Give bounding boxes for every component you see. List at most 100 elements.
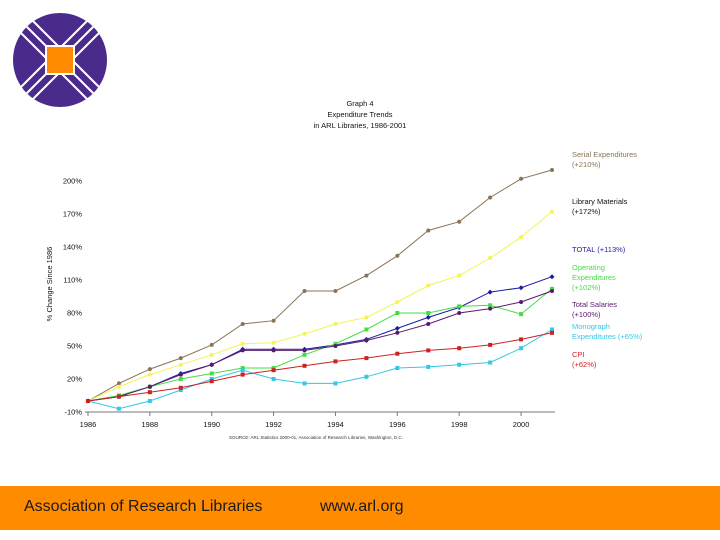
series-line-materials bbox=[87, 211, 553, 402]
footer-stripe bbox=[0, 530, 720, 540]
legend-label: Total Salaries bbox=[572, 300, 617, 309]
legend-label: (+100%) bbox=[572, 310, 601, 319]
data-point bbox=[147, 367, 152, 372]
data-point bbox=[518, 285, 524, 291]
data-point bbox=[426, 311, 431, 315]
x-tick-label: 2000 bbox=[513, 420, 530, 429]
data-point bbox=[178, 362, 183, 367]
data-point bbox=[271, 340, 276, 345]
legend-item-total: TOTAL (+113%) bbox=[572, 245, 626, 254]
data-point bbox=[147, 390, 152, 395]
data-point bbox=[395, 253, 400, 258]
data-point bbox=[240, 348, 245, 353]
legend-item-salaries: Total Salaries(+100%) bbox=[572, 300, 617, 319]
series-serial bbox=[86, 168, 554, 403]
data-point bbox=[550, 209, 554, 214]
data-point bbox=[271, 377, 276, 381]
data-point bbox=[549, 274, 555, 280]
data-point bbox=[488, 303, 493, 308]
data-point bbox=[426, 283, 431, 288]
x-tick-label: 1992 bbox=[265, 420, 282, 429]
data-point bbox=[86, 399, 90, 403]
y-tick-label: 50% bbox=[67, 342, 82, 351]
y-axis-label: % Change Since 1986 bbox=[45, 247, 54, 322]
data-point bbox=[178, 388, 183, 392]
data-point bbox=[364, 327, 369, 332]
series-materials bbox=[86, 209, 554, 403]
legend-label: CPI bbox=[572, 350, 585, 359]
series-line-monograph bbox=[87, 329, 553, 410]
x-tick-label: 1986 bbox=[80, 420, 97, 429]
series-line-salaries bbox=[87, 290, 553, 402]
x-tick-label: 1988 bbox=[142, 420, 159, 429]
footer-org-name: Association of Research Libraries bbox=[24, 498, 263, 515]
data-point bbox=[395, 311, 400, 315]
legend-label: (+102%) bbox=[572, 283, 601, 292]
data-point bbox=[519, 300, 524, 304]
data-point bbox=[333, 381, 338, 386]
footer-website[interactable]: www.arl.org bbox=[320, 498, 404, 515]
data-point bbox=[147, 372, 152, 377]
y-tick-label: 200% bbox=[63, 177, 83, 186]
series-line-total bbox=[87, 276, 553, 402]
data-point bbox=[333, 289, 338, 293]
data-point bbox=[116, 384, 121, 389]
legend-label: Expenditures (+65%) bbox=[572, 332, 643, 341]
data-point bbox=[147, 399, 152, 403]
data-point bbox=[364, 315, 369, 320]
data-point bbox=[426, 228, 431, 233]
data-point bbox=[519, 312, 524, 317]
data-point bbox=[364, 273, 369, 278]
data-point bbox=[488, 256, 493, 260]
footer-bar: Association of Research Libraries www.ar… bbox=[0, 486, 720, 530]
legend-item-cpi: CPI(+62%) bbox=[572, 350, 597, 369]
data-point bbox=[333, 322, 338, 326]
data-point bbox=[116, 394, 121, 399]
legend-label: Serial Expenditures bbox=[572, 150, 637, 159]
data-point bbox=[364, 374, 369, 379]
data-point bbox=[519, 337, 524, 342]
data-point bbox=[426, 322, 431, 326]
legend-label: Library Materials bbox=[572, 197, 628, 206]
data-point bbox=[425, 314, 431, 320]
data-point bbox=[488, 195, 493, 200]
data-point bbox=[271, 368, 276, 373]
data-point bbox=[209, 371, 214, 376]
x-tick-label: 1996 bbox=[389, 420, 406, 429]
chart-title-line-2: Expenditure Trends bbox=[327, 110, 392, 119]
legend: Serial Expenditures(+210%) Library Materi… bbox=[572, 150, 643, 369]
data-point bbox=[209, 379, 214, 384]
legend-label: (+62%) bbox=[572, 360, 597, 369]
series-layer bbox=[85, 168, 555, 411]
data-point bbox=[116, 406, 121, 411]
data-point bbox=[457, 219, 462, 224]
data-point bbox=[178, 377, 183, 381]
data-point bbox=[116, 381, 121, 386]
y-tick-label: -10% bbox=[64, 408, 82, 417]
legend-label: Expenditures bbox=[572, 273, 616, 282]
data-point bbox=[487, 289, 493, 295]
chart-source: SOURCE: ARL Statistics 2000-01, Associat… bbox=[229, 435, 403, 440]
series-line-serial bbox=[87, 169, 553, 402]
y-tick-labels: -10% 20% 50% 80% 110% 140% 170% 200% bbox=[63, 177, 83, 417]
data-point bbox=[488, 360, 493, 365]
series-line-cpi bbox=[87, 332, 553, 402]
series-monograph bbox=[86, 327, 554, 411]
data-point bbox=[333, 344, 338, 348]
data-point bbox=[333, 341, 338, 346]
y-tick-label: 20% bbox=[67, 375, 82, 384]
data-point bbox=[364, 356, 369, 361]
data-point bbox=[488, 342, 493, 347]
data-point bbox=[550, 330, 554, 335]
legend-label: (+210%) bbox=[572, 160, 601, 169]
data-point bbox=[550, 168, 554, 172]
data-point bbox=[395, 330, 400, 335]
data-point bbox=[457, 304, 462, 309]
data-point bbox=[271, 348, 276, 353]
data-point bbox=[240, 366, 245, 370]
arl-logo bbox=[13, 13, 107, 107]
data-point bbox=[395, 300, 400, 304]
data-point bbox=[209, 342, 214, 347]
